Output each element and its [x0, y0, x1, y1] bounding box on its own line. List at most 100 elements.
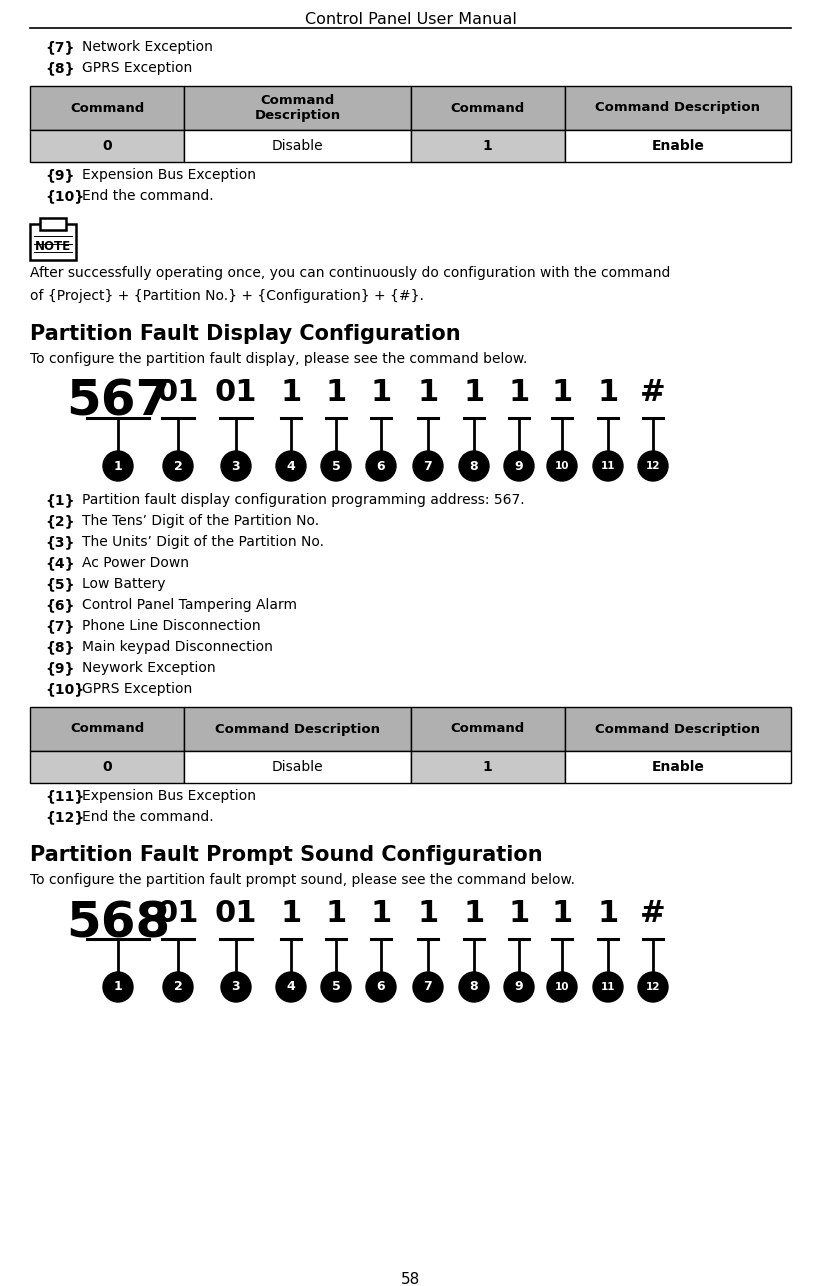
Text: {4}: {4}	[45, 556, 75, 570]
Bar	[184, 707, 410, 751]
Text: GPRS Exception: GPRS Exception	[82, 682, 192, 696]
Circle shape	[103, 451, 133, 481]
Text: NOTE: NOTE	[35, 240, 71, 253]
Circle shape	[638, 451, 668, 481]
Text: 1: 1	[325, 899, 346, 928]
Circle shape	[276, 972, 306, 1002]
Circle shape	[459, 451, 489, 481]
Text: 567: 567	[66, 378, 170, 426]
Text: 3: 3	[232, 980, 241, 994]
Circle shape	[366, 972, 396, 1002]
Circle shape	[504, 972, 534, 1002]
Text: #: #	[640, 378, 666, 406]
Text: 58: 58	[401, 1272, 420, 1286]
Text: Disable: Disable	[272, 139, 323, 153]
Text: 1: 1	[463, 899, 484, 928]
Text: 1: 1	[483, 760, 493, 774]
Text: 6: 6	[377, 980, 385, 994]
Text: of {Project} + {Partition No.} + {Configuration} + {#}.: of {Project} + {Partition No.} + {Config…	[30, 289, 424, 303]
Bar	[184, 130, 410, 162]
Text: Main keypad Disconnection: Main keypad Disconnection	[82, 640, 273, 655]
Text: 11: 11	[601, 460, 615, 471]
Text: Command
Description: Command Description	[255, 94, 341, 122]
Circle shape	[163, 451, 193, 481]
Circle shape	[321, 451, 351, 481]
Bar	[410, 751, 565, 783]
Text: 5: 5	[332, 980, 341, 994]
Text: To configure the partition fault display, please see the command below.: To configure the partition fault display…	[30, 352, 527, 367]
Text: 9: 9	[515, 980, 523, 994]
Text: 1: 1	[598, 378, 619, 406]
Circle shape	[103, 972, 133, 1002]
Text: 12: 12	[646, 460, 660, 471]
Text: Command: Command	[451, 102, 525, 114]
Bar	[565, 130, 791, 162]
Text: Enable: Enable	[651, 760, 704, 774]
Text: 2: 2	[173, 980, 182, 994]
Text: {9}: {9}	[45, 168, 75, 183]
Text: After successfully operating once, you can continuously do configuration with th: After successfully operating once, you c…	[30, 266, 671, 280]
Text: 01: 01	[215, 899, 257, 928]
Text: 2: 2	[173, 459, 182, 472]
Text: 1: 1	[325, 378, 346, 406]
Text: 1: 1	[281, 899, 301, 928]
Text: Partition Fault Display Configuration: Partition Fault Display Configuration	[30, 324, 461, 343]
Circle shape	[593, 451, 623, 481]
Circle shape	[321, 972, 351, 1002]
Text: 0: 0	[103, 139, 112, 153]
Circle shape	[593, 972, 623, 1002]
Text: {2}: {2}	[45, 514, 75, 529]
Bar	[184, 86, 410, 130]
Text: Network Exception: Network Exception	[82, 40, 213, 54]
Bar	[30, 751, 184, 783]
Text: 12: 12	[646, 983, 660, 992]
Text: {6}: {6}	[45, 598, 75, 612]
Bar	[565, 707, 791, 751]
Text: 01: 01	[157, 899, 200, 928]
Circle shape	[547, 972, 577, 1002]
Text: 1: 1	[370, 378, 392, 406]
Text: {8}: {8}	[45, 640, 75, 655]
Circle shape	[163, 972, 193, 1002]
Text: 1: 1	[552, 899, 572, 928]
Circle shape	[221, 451, 251, 481]
Text: Disable: Disable	[272, 760, 323, 774]
Text: Control Panel User Manual: Control Panel User Manual	[305, 12, 517, 27]
Text: 10: 10	[555, 983, 569, 992]
Circle shape	[413, 972, 443, 1002]
Text: 6: 6	[377, 459, 385, 472]
Text: GPRS Exception: GPRS Exception	[82, 60, 192, 75]
Text: {9}: {9}	[45, 661, 75, 675]
Text: 568: 568	[66, 899, 170, 946]
Circle shape	[547, 451, 577, 481]
Text: 11: 11	[601, 983, 615, 992]
Circle shape	[221, 972, 251, 1002]
Text: 1: 1	[552, 378, 572, 406]
Text: Low Battery: Low Battery	[82, 577, 166, 592]
Text: {3}: {3}	[45, 535, 75, 549]
Text: Expension Bus Exception: Expension Bus Exception	[82, 168, 256, 183]
Text: Partition Fault Prompt Sound Configuration: Partition Fault Prompt Sound Configurati…	[30, 845, 543, 865]
Text: 3: 3	[232, 459, 241, 472]
Text: End the command.: End the command.	[82, 810, 213, 824]
Bar	[184, 751, 410, 783]
Text: 1: 1	[113, 459, 122, 472]
Text: {12}: {12}	[45, 810, 85, 824]
Text: {7}: {7}	[45, 619, 75, 633]
Bar	[30, 130, 184, 162]
Text: {10}: {10}	[45, 189, 84, 203]
Text: Control Panel Tampering Alarm: Control Panel Tampering Alarm	[82, 598, 297, 612]
Bar	[565, 86, 791, 130]
Text: 1: 1	[483, 139, 493, 153]
Text: 7: 7	[424, 459, 433, 472]
Circle shape	[276, 451, 306, 481]
Text: 1: 1	[463, 378, 484, 406]
Text: {8}: {8}	[45, 60, 75, 75]
Text: 4: 4	[287, 980, 296, 994]
Text: Command: Command	[451, 723, 525, 736]
Bar	[565, 751, 791, 783]
Text: {5}: {5}	[45, 577, 75, 592]
Text: 1: 1	[598, 899, 619, 928]
Circle shape	[638, 972, 668, 1002]
Text: #: #	[640, 899, 666, 928]
